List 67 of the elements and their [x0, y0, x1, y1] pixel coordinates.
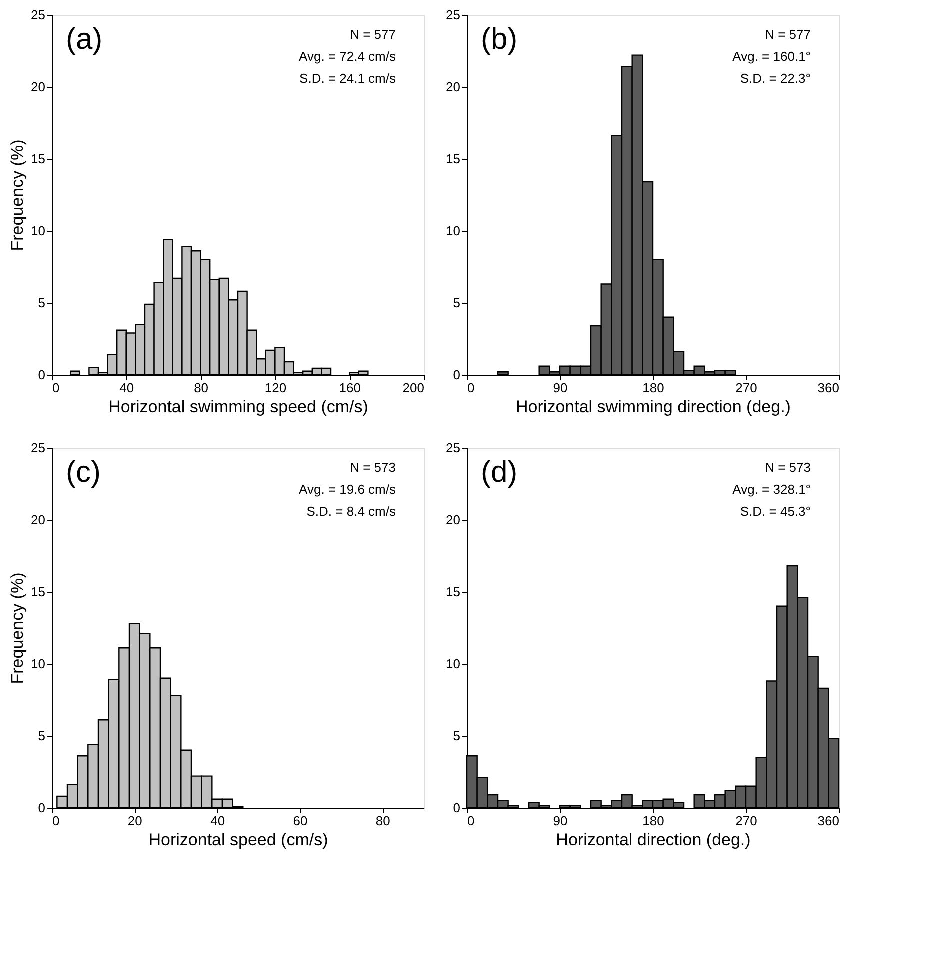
y-tick-label: 0 — [453, 368, 460, 382]
annotation: Avg. = 19.6 cm/s — [299, 482, 396, 497]
y-tick-label: 25 — [31, 440, 46, 456]
x-tick-label: 270 — [736, 814, 758, 828]
x-tick-label: 120 — [264, 380, 287, 396]
annotation: N = 577 — [765, 27, 811, 42]
y-tick-label: 20 — [31, 512, 46, 528]
y-tick-label: 25 — [446, 440, 460, 456]
y-tick-label: 25 — [31, 8, 46, 22]
x-tick-label: 180 — [642, 814, 664, 828]
annotation: N = 577 — [350, 27, 396, 42]
y-tick-label: 20 — [31, 80, 46, 94]
y-tick-label: 10 — [31, 224, 46, 238]
y-tick-label: 10 — [446, 224, 460, 238]
annotation: S.D. = 22.3° — [740, 71, 811, 86]
x-tick-label: 200 — [402, 380, 424, 396]
x-tick-label: 40 — [120, 380, 134, 396]
annotation: N = 573 — [765, 460, 811, 475]
x-tick-label: 180 — [642, 380, 664, 396]
annotation: (d) — [481, 456, 518, 489]
y-tick-label: 15 — [446, 584, 460, 600]
y-tick-label: 0 — [38, 800, 46, 816]
x-tick-label: 160 — [339, 380, 361, 396]
x-tick-label: 90 — [553, 380, 568, 396]
y-tick-label: 5 — [453, 728, 460, 744]
x-tick-label: 270 — [736, 380, 758, 396]
y-tick-label: 15 — [446, 152, 460, 166]
y-tick-label: 10 — [446, 656, 460, 672]
y-axis-title: Frequency (%) — [8, 572, 28, 684]
x-tick-label: 360 — [818, 380, 840, 396]
x-tick-label: 80 — [194, 380, 209, 396]
y-tick-label: 15 — [31, 584, 46, 600]
annotation: (a) — [66, 23, 103, 56]
y-tick-label: 5 — [38, 728, 46, 744]
y-tick-label: 15 — [31, 152, 46, 166]
x-tick-label: 0 — [468, 814, 475, 828]
annotation: N = 573 — [350, 460, 396, 475]
annotation: S.D. = 45.3° — [740, 504, 811, 519]
annotation: Avg. = 328.1° — [732, 482, 811, 497]
annotation: S.D. = 8.4 cm/s — [306, 504, 396, 519]
y-tick-label: 0 — [38, 368, 46, 382]
x-tick-label: 0 — [52, 380, 60, 396]
y-tick-label: 5 — [453, 296, 460, 310]
y-tick-label: 10 — [31, 656, 46, 672]
x-tick-label: 80 — [376, 814, 390, 828]
x-axis-title: Horizontal swimming direction (deg.) — [516, 398, 791, 416]
annotation: S.D. = 24.1 cm/s — [300, 71, 396, 86]
annotation: Avg. = 160.1° — [732, 49, 811, 64]
y-tick-label: 5 — [38, 296, 46, 310]
x-tick-label: 360 — [818, 814, 840, 828]
y-tick-label: 20 — [446, 512, 460, 528]
x-tick-label: 20 — [128, 814, 142, 828]
y-tick-label: 20 — [446, 80, 460, 94]
annotation: (b) — [481, 23, 518, 56]
y-tick-label: 0 — [453, 800, 460, 816]
x-tick-label: 0 — [52, 814, 60, 828]
x-axis-title: Horizontal direction (deg.) — [556, 830, 751, 850]
annotation: (c) — [66, 456, 101, 489]
x-tick-label: 90 — [553, 814, 568, 828]
x-tick-label: 60 — [293, 814, 308, 828]
y-axis-title: Frequency (%) — [8, 140, 28, 252]
annotation: Avg. = 72.4 cm/s — [299, 49, 396, 64]
x-axis-title: Horizontal swimming speed (cm/s) — [108, 398, 368, 416]
y-tick-label: 25 — [446, 8, 460, 22]
x-tick-label: 0 — [468, 380, 475, 396]
x-tick-label: 40 — [210, 814, 226, 828]
x-axis-title: Horizontal speed (cm/s) — [148, 830, 328, 850]
